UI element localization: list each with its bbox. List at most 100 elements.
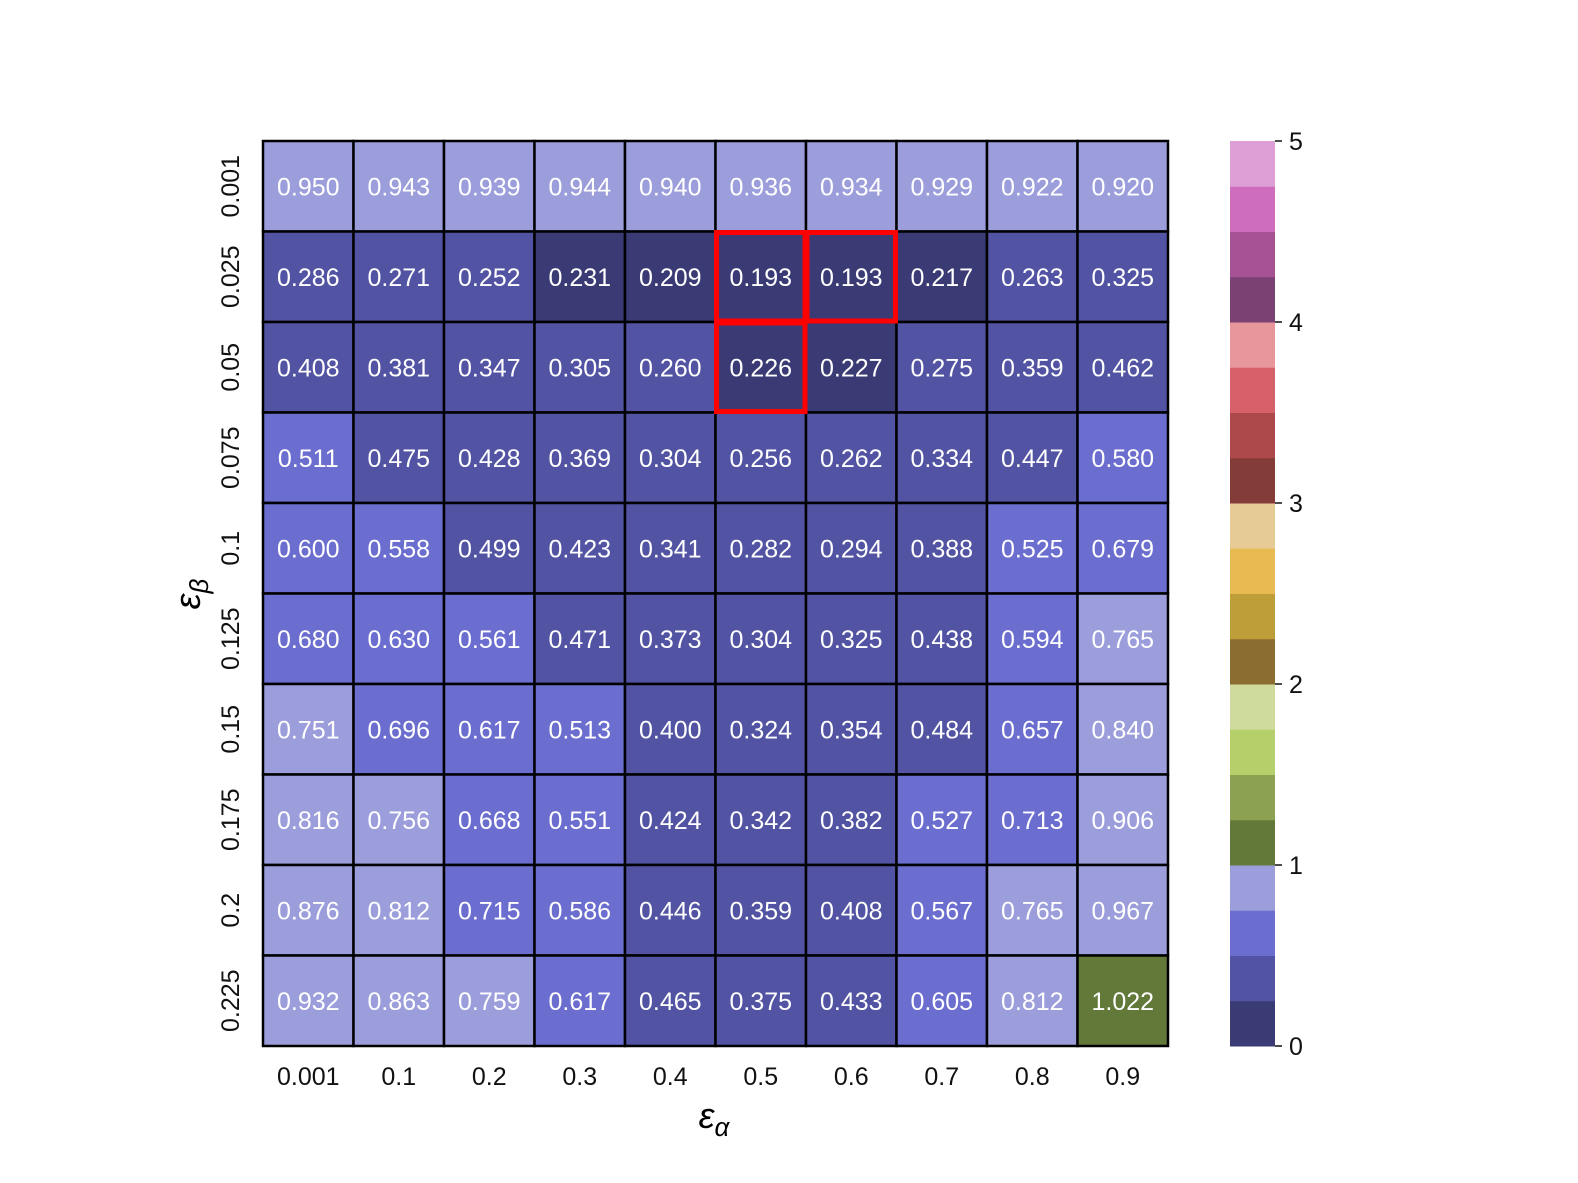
heatmap-cell <box>985 863 1079 957</box>
cell-value-label: 0.944 <box>548 173 611 201</box>
cell-value-label: 0.369 <box>548 445 611 473</box>
y-tick-label: 0.175 <box>217 788 245 851</box>
heatmap-cell <box>533 592 627 686</box>
heatmap-cell <box>623 230 717 324</box>
cell-value-label: 0.375 <box>729 988 792 1016</box>
cell-value-label: 0.932 <box>277 988 340 1016</box>
heatmap-cell <box>533 773 627 867</box>
y-tick-label: 0.001 <box>217 155 245 218</box>
y-tick-label: 0.025 <box>217 245 245 308</box>
highlight-box <box>714 320 808 414</box>
heatmap-cell <box>804 592 898 686</box>
cell-value-label: 0.408 <box>820 897 883 925</box>
cell-value-label: 0.324 <box>729 716 792 744</box>
cell-value-label: 0.558 <box>367 535 430 563</box>
cell-value-label: 0.527 <box>910 807 973 835</box>
x-tick-label: 0.2 <box>472 1063 507 1091</box>
x-tick-label: 0.7 <box>924 1063 959 1091</box>
cell-value-label: 0.920 <box>1091 173 1154 201</box>
heatmap-cell <box>261 501 355 595</box>
cell-value-label: 0.341 <box>639 535 702 563</box>
colorbar-segment <box>1230 819 1275 866</box>
colorbar-segment <box>1230 910 1275 956</box>
highlight-box <box>804 230 898 324</box>
colorbar-segment <box>1230 865 1275 911</box>
colorbar-tick-label: 4 <box>1289 309 1303 337</box>
heatmap-cell <box>895 411 989 505</box>
colorbar-tick-label: 2 <box>1289 671 1303 699</box>
heatmap-cell <box>714 501 808 595</box>
colorbar-segment <box>1230 141 1275 187</box>
cell-value-label: 0.381 <box>367 354 430 382</box>
heatmap-cell <box>261 773 355 867</box>
cell-value-label: 0.668 <box>458 807 521 835</box>
cell-value-label: 0.304 <box>639 445 702 473</box>
cell-value-label: 0.929 <box>910 173 973 201</box>
cell-value-label: 0.424 <box>639 807 702 835</box>
cell-value-label: 0.304 <box>729 626 792 654</box>
heatmap-cell <box>1076 682 1170 776</box>
colorbar-tick-label: 0 <box>1289 1033 1303 1061</box>
colorbar: 0 1 2 3 4 5 <box>1230 128 1303 1061</box>
heatmap-cell <box>895 230 989 324</box>
cell-value-label: 0.567 <box>910 897 973 925</box>
heatmap-cell <box>895 682 989 776</box>
cell-value-label: 0.816 <box>277 807 340 835</box>
heatmap-cell <box>352 954 446 1048</box>
cell-value-label: 0.967 <box>1091 897 1154 925</box>
colorbar-segment <box>1230 186 1275 232</box>
heatmap-cell <box>804 501 898 595</box>
heatmap-cells: 0.950 0.943 0.939 0.944 0.940 0.936 0.934 0.929… <box>261 139 1170 1048</box>
heatmap-cell <box>261 592 355 686</box>
heatmap-cell <box>442 592 536 686</box>
y-axis-label: εβ <box>167 579 214 610</box>
heatmap-cell <box>442 954 536 1048</box>
cell-value-label: 0.263 <box>1001 264 1064 292</box>
cell-value-label: 0.605 <box>910 988 973 1016</box>
x-tick-label: 0.1 <box>381 1063 416 1091</box>
heatmap-cell <box>895 592 989 686</box>
y-tick-label: 0.075 <box>217 426 245 489</box>
colorbar-segment <box>1230 276 1275 323</box>
cell-value-label: 0.922 <box>1001 173 1064 201</box>
cell-value-label: 0.679 <box>1091 535 1154 563</box>
heatmap-cell <box>895 139 989 233</box>
cell-value-label: 0.812 <box>1001 988 1064 1016</box>
heatmap-cell <box>804 954 898 1048</box>
heatmap-cell <box>442 773 536 867</box>
x-tick-label: 0.001 <box>277 1063 340 1091</box>
cell-value-label: 0.876 <box>277 897 340 925</box>
heatmap-cell <box>352 592 446 686</box>
cell-value-label: 0.359 <box>729 897 792 925</box>
cell-value-label: 0.630 <box>367 626 430 654</box>
cell-value-label: 0.193 <box>820 264 883 292</box>
heatmap-cell <box>261 139 355 233</box>
colorbar-segment <box>1230 231 1275 278</box>
heatmap-cell <box>442 320 536 414</box>
heatmap-cell <box>1076 863 1170 957</box>
cell-value-label: 0.408 <box>277 354 340 382</box>
heatmap-cell <box>895 863 989 957</box>
heatmap-cell <box>895 501 989 595</box>
heatmap-cell <box>985 682 1079 776</box>
cell-value-label: 0.305 <box>548 354 611 382</box>
cell-value-label: 0.342 <box>729 807 792 835</box>
cell-value-label: 0.334 <box>910 445 973 473</box>
x-tick-label: 0.3 <box>562 1063 597 1091</box>
cell-value-label: 0.217 <box>910 264 973 292</box>
heatmap-cell <box>261 863 355 957</box>
y-tick-label: 0.15 <box>217 705 245 754</box>
cell-value-label: 0.561 <box>458 626 521 654</box>
cell-value-label: 0.525 <box>1001 535 1064 563</box>
heatmap-cell <box>985 320 1079 414</box>
cell-value-label: 0.400 <box>639 716 702 744</box>
heatmap-cell <box>1076 954 1170 1048</box>
cell-value-label: 0.586 <box>548 897 611 925</box>
heatmap-cell <box>985 411 1079 505</box>
highlight-boxes <box>714 230 898 414</box>
cell-value-label: 0.551 <box>548 807 611 835</box>
cell-value-label: 0.751 <box>277 716 340 744</box>
cell-value-label: 0.347 <box>458 354 521 382</box>
x-tick-label: 0.9 <box>1105 1063 1140 1091</box>
heatmap-cell <box>804 773 898 867</box>
